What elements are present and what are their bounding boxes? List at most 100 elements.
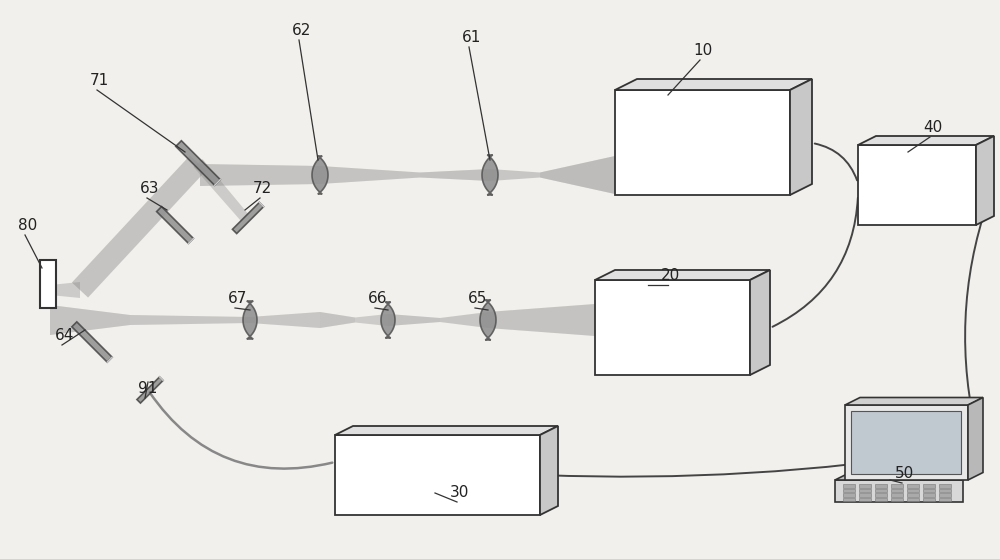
- Polygon shape: [891, 498, 903, 501]
- Polygon shape: [50, 305, 130, 335]
- Polygon shape: [615, 79, 812, 90]
- Polygon shape: [440, 312, 488, 328]
- Polygon shape: [176, 141, 220, 185]
- Polygon shape: [939, 498, 951, 501]
- Polygon shape: [859, 498, 871, 501]
- Polygon shape: [335, 426, 558, 435]
- Text: 62: 62: [292, 23, 311, 38]
- Polygon shape: [488, 304, 595, 336]
- Polygon shape: [482, 155, 498, 195]
- Text: 66: 66: [368, 291, 388, 306]
- Polygon shape: [835, 480, 963, 502]
- Polygon shape: [130, 315, 250, 325]
- Polygon shape: [440, 312, 488, 328]
- Polygon shape: [851, 411, 961, 474]
- Polygon shape: [790, 79, 812, 195]
- Polygon shape: [137, 377, 163, 403]
- Polygon shape: [490, 169, 540, 181]
- Polygon shape: [615, 90, 790, 195]
- Polygon shape: [859, 489, 871, 492]
- Polygon shape: [381, 302, 395, 338]
- Text: 50: 50: [895, 466, 914, 481]
- Text: 80: 80: [18, 218, 37, 233]
- Polygon shape: [72, 155, 206, 297]
- Polygon shape: [420, 169, 490, 181]
- Polygon shape: [907, 484, 919, 487]
- Polygon shape: [540, 156, 615, 194]
- Text: 72: 72: [253, 181, 272, 196]
- Polygon shape: [939, 484, 951, 487]
- Polygon shape: [355, 314, 388, 326]
- Text: 40: 40: [923, 120, 942, 135]
- Polygon shape: [939, 489, 951, 492]
- Polygon shape: [875, 493, 887, 496]
- Polygon shape: [200, 164, 320, 186]
- Polygon shape: [50, 305, 130, 335]
- Polygon shape: [891, 484, 903, 487]
- Polygon shape: [750, 270, 770, 375]
- Polygon shape: [859, 484, 871, 487]
- Polygon shape: [130, 315, 250, 325]
- Polygon shape: [388, 314, 440, 326]
- Text: 67: 67: [228, 291, 247, 306]
- Polygon shape: [858, 136, 994, 145]
- Polygon shape: [923, 489, 935, 492]
- Polygon shape: [875, 489, 887, 492]
- Polygon shape: [976, 136, 994, 225]
- Text: 71: 71: [90, 73, 109, 88]
- Polygon shape: [939, 493, 951, 496]
- Polygon shape: [843, 484, 855, 487]
- Polygon shape: [907, 493, 919, 496]
- Polygon shape: [540, 426, 558, 515]
- Polygon shape: [858, 145, 976, 225]
- Polygon shape: [72, 155, 206, 297]
- Polygon shape: [40, 260, 56, 308]
- Polygon shape: [923, 498, 935, 501]
- Polygon shape: [243, 301, 257, 339]
- Polygon shape: [540, 156, 615, 194]
- Polygon shape: [891, 489, 903, 492]
- Polygon shape: [250, 312, 320, 328]
- Polygon shape: [320, 312, 355, 328]
- Polygon shape: [845, 397, 983, 405]
- Polygon shape: [875, 498, 887, 501]
- Polygon shape: [843, 489, 855, 492]
- Polygon shape: [320, 166, 420, 184]
- Polygon shape: [312, 156, 328, 194]
- Polygon shape: [875, 484, 887, 487]
- Polygon shape: [923, 484, 935, 487]
- Polygon shape: [488, 304, 595, 336]
- Polygon shape: [480, 300, 496, 340]
- Polygon shape: [843, 498, 855, 501]
- Polygon shape: [200, 164, 320, 186]
- Polygon shape: [595, 280, 750, 375]
- Polygon shape: [420, 169, 490, 181]
- Polygon shape: [250, 312, 320, 328]
- Text: 91: 91: [138, 381, 157, 396]
- Text: 65: 65: [468, 291, 487, 306]
- Polygon shape: [388, 314, 440, 326]
- Polygon shape: [843, 493, 855, 496]
- Polygon shape: [968, 397, 983, 480]
- Polygon shape: [595, 270, 770, 280]
- Polygon shape: [891, 493, 903, 496]
- Polygon shape: [320, 312, 355, 328]
- Polygon shape: [835, 472, 978, 480]
- Polygon shape: [907, 489, 919, 492]
- Polygon shape: [157, 207, 193, 243]
- Polygon shape: [193, 159, 249, 221]
- Polygon shape: [845, 405, 968, 480]
- Text: 64: 64: [55, 328, 74, 343]
- Polygon shape: [923, 493, 935, 496]
- Polygon shape: [335, 435, 540, 515]
- Polygon shape: [907, 498, 919, 501]
- Text: 61: 61: [462, 30, 481, 45]
- Text: 30: 30: [450, 485, 469, 500]
- Text: 63: 63: [140, 181, 160, 196]
- Text: 20: 20: [661, 268, 680, 283]
- Polygon shape: [50, 282, 80, 298]
- Polygon shape: [859, 493, 871, 496]
- Text: 10: 10: [693, 43, 712, 58]
- Polygon shape: [72, 322, 112, 362]
- Polygon shape: [320, 166, 420, 184]
